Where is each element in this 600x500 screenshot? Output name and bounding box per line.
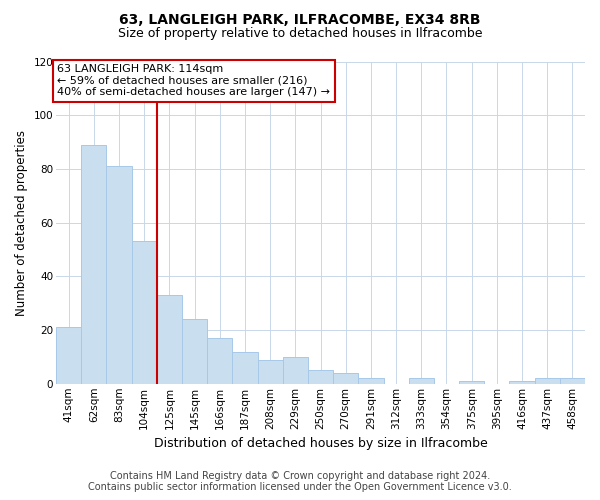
Bar (358, 378, 383, 384)
Bar (207, 338, 232, 384)
Bar (232, 352, 257, 384)
Bar (560, 378, 585, 384)
Bar (131, 242, 157, 384)
Bar (257, 360, 283, 384)
Bar (459, 381, 484, 384)
Bar (509, 381, 535, 384)
Bar (308, 370, 333, 384)
Bar (535, 378, 560, 384)
Bar (333, 373, 358, 384)
Bar (81, 145, 106, 384)
Bar (56, 328, 81, 384)
X-axis label: Distribution of detached houses by size in Ilfracombe: Distribution of detached houses by size … (154, 437, 487, 450)
Bar (182, 320, 207, 384)
Bar (157, 295, 182, 384)
Text: 63, LANGLEIGH PARK, ILFRACOMBE, EX34 8RB: 63, LANGLEIGH PARK, ILFRACOMBE, EX34 8RB (119, 12, 481, 26)
Bar (283, 357, 308, 384)
Text: Contains HM Land Registry data © Crown copyright and database right 2024.
Contai: Contains HM Land Registry data © Crown c… (88, 471, 512, 492)
Text: 63 LANGLEIGH PARK: 114sqm
← 59% of detached houses are smaller (216)
40% of semi: 63 LANGLEIGH PARK: 114sqm ← 59% of detac… (58, 64, 331, 98)
Y-axis label: Number of detached properties: Number of detached properties (15, 130, 28, 316)
Bar (106, 166, 131, 384)
Text: Size of property relative to detached houses in Ilfracombe: Size of property relative to detached ho… (118, 28, 482, 40)
Bar (409, 378, 434, 384)
